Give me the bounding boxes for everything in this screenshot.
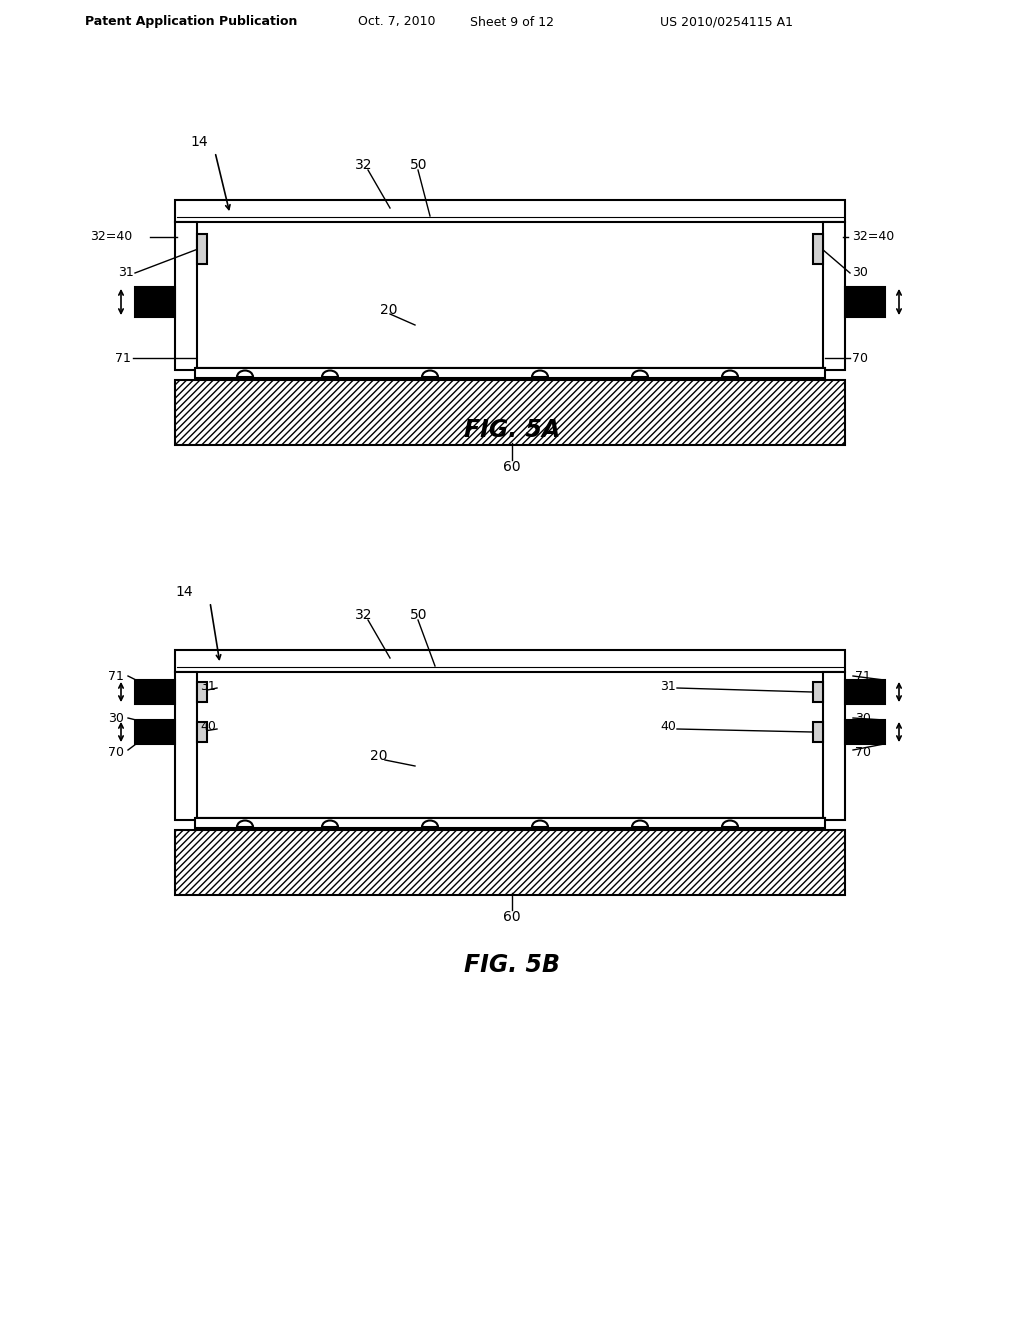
Bar (135, 680, 175, 704)
Bar (175, 649, 845, 672)
Bar (813, 682, 823, 702)
Text: 60: 60 (503, 909, 521, 924)
Text: 50: 50 (410, 158, 427, 172)
Bar (813, 234, 823, 264)
Bar (813, 722, 823, 742)
Bar (197, 234, 207, 264)
Text: 31: 31 (200, 680, 216, 693)
Bar (823, 672, 845, 820)
Text: 70: 70 (855, 746, 871, 759)
Text: FIG. 5A: FIG. 5A (464, 418, 560, 442)
Text: Oct. 7, 2010: Oct. 7, 2010 (358, 16, 435, 29)
Text: 40: 40 (200, 721, 216, 734)
Bar (175, 830, 845, 895)
Text: 70: 70 (108, 746, 124, 759)
Text: 20: 20 (370, 748, 387, 763)
Bar (197, 722, 207, 742)
Text: 50: 50 (410, 609, 427, 622)
Text: 32: 32 (355, 158, 373, 172)
Text: 71: 71 (115, 351, 131, 364)
Bar (823, 222, 845, 370)
Text: 60: 60 (503, 459, 521, 474)
Bar (135, 286, 175, 317)
Text: Patent Application Publication: Patent Application Publication (85, 16, 297, 29)
Text: 70: 70 (852, 351, 868, 364)
Text: 32=40: 32=40 (852, 231, 894, 243)
Bar (197, 682, 207, 702)
Text: 40: 40 (660, 721, 676, 734)
Text: 30: 30 (108, 711, 124, 725)
Text: 31: 31 (660, 680, 676, 693)
Text: 30: 30 (852, 267, 868, 280)
Text: Sheet 9 of 12: Sheet 9 of 12 (470, 16, 554, 29)
Text: 14: 14 (175, 585, 193, 599)
Bar (175, 222, 197, 370)
Text: 20: 20 (380, 304, 397, 317)
Bar (845, 286, 885, 317)
Text: 31: 31 (118, 267, 134, 280)
Text: 30: 30 (855, 711, 870, 725)
Bar (845, 719, 885, 744)
Bar (195, 818, 825, 828)
Bar (175, 201, 845, 222)
Bar (135, 719, 175, 744)
Text: FIG. 5B: FIG. 5B (464, 953, 560, 977)
Text: 32=40: 32=40 (90, 231, 132, 243)
Bar (175, 380, 845, 445)
Text: 32: 32 (355, 609, 373, 622)
Text: 14: 14 (190, 135, 208, 149)
Text: 71: 71 (855, 669, 870, 682)
Bar (195, 368, 825, 378)
Text: 71: 71 (108, 669, 124, 682)
Text: US 2010/0254115 A1: US 2010/0254115 A1 (660, 16, 793, 29)
Bar (845, 680, 885, 704)
Bar (175, 672, 197, 820)
